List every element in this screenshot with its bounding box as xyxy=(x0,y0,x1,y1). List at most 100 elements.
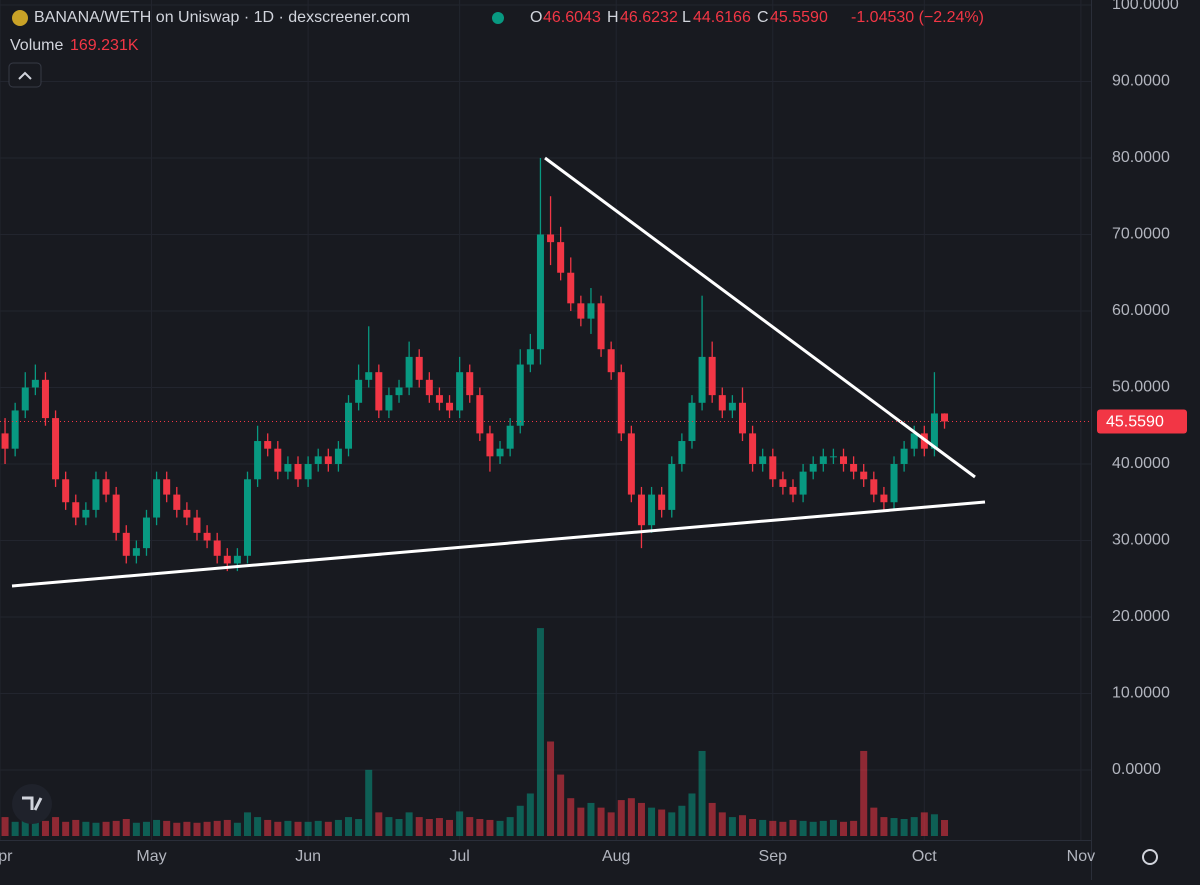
volume-bar xyxy=(466,817,474,836)
candle-body xyxy=(547,234,555,243)
candle-body xyxy=(21,387,29,411)
volume-bar xyxy=(92,822,100,836)
candle-body xyxy=(607,349,615,373)
candle-body xyxy=(637,494,645,526)
candle-body xyxy=(557,242,565,273)
y-tick-label: 30.0000 xyxy=(1112,532,1170,549)
chart-title: BANANA/WETH on Uniswap · 1D · dexscreene… xyxy=(34,9,410,26)
candle-body xyxy=(163,479,171,495)
candle-body xyxy=(395,387,403,396)
settings-icon[interactable] xyxy=(1142,849,1158,865)
volume-bar xyxy=(233,822,241,836)
candle-body xyxy=(72,502,80,518)
candle-body xyxy=(597,303,605,350)
volume-bar xyxy=(658,809,666,836)
candle-body xyxy=(708,356,716,396)
volume-bar xyxy=(395,818,403,836)
x-tick-label: Jun xyxy=(295,848,321,865)
volume-name: Volume xyxy=(10,37,63,54)
volume-bar xyxy=(860,750,868,836)
candle-body xyxy=(153,479,161,518)
close-value: 45.5590 xyxy=(770,9,828,26)
candle-body xyxy=(456,372,464,411)
candle-body xyxy=(840,456,848,464)
volume-bar xyxy=(324,821,332,836)
volume-bar xyxy=(41,820,49,836)
x-tick-label: Apr xyxy=(0,848,13,865)
volume-bar xyxy=(587,802,595,836)
collapse-button[interactable] xyxy=(8,62,42,88)
volume-bar xyxy=(870,807,878,836)
volume-bar xyxy=(52,817,60,836)
candle-body xyxy=(718,395,726,411)
candle-body xyxy=(41,379,49,419)
volume-bar xyxy=(829,819,837,836)
candle-body xyxy=(334,448,342,464)
candle-body xyxy=(82,509,90,518)
volume-bar xyxy=(597,807,605,836)
candle-body xyxy=(122,532,130,556)
candle-body xyxy=(62,479,70,503)
candle-body xyxy=(506,425,514,449)
volume-bar xyxy=(718,812,726,836)
candle-body xyxy=(304,463,312,480)
candle-body xyxy=(910,433,918,449)
volume-bar xyxy=(850,820,858,836)
volume-bar xyxy=(577,807,585,836)
volume-bar xyxy=(102,821,110,836)
candle-body xyxy=(173,494,181,510)
token-icon xyxy=(12,10,28,26)
y-tick-label: 90.0000 xyxy=(1112,73,1170,90)
candle-body xyxy=(385,395,393,411)
volume-bar xyxy=(153,819,161,836)
candle-body xyxy=(243,479,251,556)
volume-bar xyxy=(941,820,949,836)
candle-body xyxy=(819,456,827,464)
candle-body xyxy=(254,441,262,480)
candle-body xyxy=(365,372,373,380)
candle-body xyxy=(355,379,363,403)
logo-mark xyxy=(22,796,43,811)
candle-body xyxy=(880,494,888,503)
candle-body xyxy=(941,413,949,422)
candle-body xyxy=(496,448,504,457)
volume-bar xyxy=(668,812,676,836)
candle-body xyxy=(900,448,908,464)
candle-body xyxy=(769,456,777,480)
volume-bar xyxy=(688,793,696,836)
candle-body xyxy=(516,364,524,426)
candle-body xyxy=(789,486,797,495)
candle-body xyxy=(617,372,625,434)
status-dot xyxy=(492,12,504,24)
volume-bar xyxy=(435,818,443,836)
volume-bar xyxy=(486,819,494,836)
candle-body xyxy=(930,413,938,449)
low-value: 44.6166 xyxy=(693,9,751,26)
candle-body xyxy=(567,272,575,304)
y-tick-label: 70.0000 xyxy=(1112,226,1170,243)
candle-body xyxy=(102,479,110,495)
last-price-tag xyxy=(1097,409,1187,434)
volume-bar xyxy=(526,793,534,836)
volume-bar xyxy=(789,819,797,836)
volume-bar xyxy=(840,821,848,836)
volume-bar xyxy=(648,807,656,836)
volume-bar xyxy=(506,817,514,836)
volume-bar xyxy=(132,822,140,836)
candle-body xyxy=(193,517,201,533)
volume-bar xyxy=(425,818,433,836)
volume-bar xyxy=(334,819,342,836)
volume-bar xyxy=(637,802,645,836)
volume-bar xyxy=(122,818,130,836)
candle-body xyxy=(759,456,767,464)
candle-body xyxy=(284,463,292,472)
x-tick-label: Nov xyxy=(1067,848,1095,865)
volume-bar xyxy=(274,821,282,836)
x-tick-label: Oct xyxy=(912,848,937,865)
x-tick-label: Jul xyxy=(449,848,469,865)
candle-body xyxy=(678,441,686,464)
volume-bar xyxy=(193,822,201,836)
volume-bar xyxy=(567,798,575,836)
